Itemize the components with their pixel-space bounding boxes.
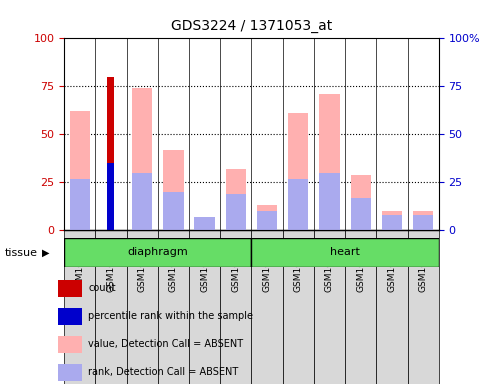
Bar xyxy=(257,211,277,230)
Bar xyxy=(132,173,152,230)
Bar xyxy=(158,230,189,384)
Bar xyxy=(314,230,345,384)
Bar xyxy=(413,215,433,230)
Bar xyxy=(70,111,90,230)
Bar xyxy=(288,179,309,230)
Bar xyxy=(351,198,371,230)
Text: diaphragm: diaphragm xyxy=(127,247,188,258)
Text: ▶: ▶ xyxy=(42,248,49,258)
Text: tissue: tissue xyxy=(5,248,38,258)
Bar xyxy=(194,217,215,230)
Bar xyxy=(220,230,251,384)
Bar xyxy=(58,336,82,353)
Title: GDS3224 / 1371053_at: GDS3224 / 1371053_at xyxy=(171,19,332,33)
Bar xyxy=(58,308,82,325)
Text: heart: heart xyxy=(330,247,360,258)
Bar xyxy=(58,364,82,381)
Text: rank, Detection Call = ABSENT: rank, Detection Call = ABSENT xyxy=(88,367,239,377)
Bar xyxy=(107,77,114,230)
Bar xyxy=(107,163,114,230)
Bar xyxy=(382,211,402,230)
Bar xyxy=(351,175,371,230)
Bar xyxy=(189,230,220,384)
Bar xyxy=(132,88,152,230)
Bar xyxy=(257,205,277,230)
Bar xyxy=(163,192,183,230)
Bar xyxy=(127,230,158,384)
Text: value, Detection Call = ABSENT: value, Detection Call = ABSENT xyxy=(88,339,244,349)
Bar xyxy=(282,230,314,384)
Bar xyxy=(319,94,340,230)
Bar xyxy=(408,230,439,384)
Bar xyxy=(58,280,82,297)
Bar xyxy=(382,215,402,230)
Bar xyxy=(70,179,90,230)
Bar xyxy=(251,238,439,267)
Bar xyxy=(226,169,246,230)
Bar xyxy=(64,230,95,384)
Bar xyxy=(376,230,408,384)
Text: percentile rank within the sample: percentile rank within the sample xyxy=(88,311,253,321)
Bar xyxy=(345,230,376,384)
Text: count: count xyxy=(88,283,116,293)
Bar xyxy=(64,238,251,267)
Bar xyxy=(226,194,246,230)
Bar xyxy=(251,230,282,384)
Bar xyxy=(288,113,309,230)
Bar xyxy=(163,150,183,230)
Bar xyxy=(319,173,340,230)
Bar xyxy=(413,211,433,230)
Bar xyxy=(95,230,127,384)
